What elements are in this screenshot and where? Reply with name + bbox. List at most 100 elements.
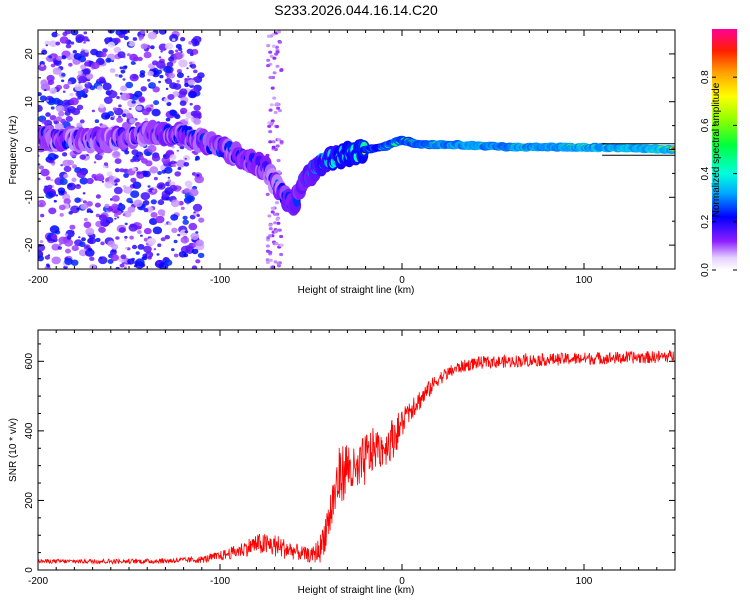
noise-speckle — [46, 99, 49, 103]
snr-ytick-label: 400 — [24, 422, 35, 439]
noise-speckle — [143, 208, 149, 213]
noise-speckle — [275, 201, 279, 205]
noise-speckle — [147, 237, 156, 246]
noise-speckle — [163, 154, 167, 158]
noise-speckle — [98, 214, 108, 222]
snr-ytick-label: 0 — [24, 567, 35, 573]
noise-speckle — [169, 184, 178, 192]
noise-speckle — [188, 222, 198, 231]
noise-speckle — [170, 199, 180, 208]
noise-speckle — [76, 89, 86, 98]
noise-speckle — [180, 206, 185, 210]
noise-speckle — [126, 197, 133, 204]
noise-speckle — [107, 240, 115, 247]
noise-speckle — [151, 154, 161, 162]
noise-speckle — [111, 195, 120, 202]
noise-speckle — [275, 102, 280, 106]
noise-speckle — [63, 165, 72, 173]
noise-speckle — [150, 199, 157, 205]
noise-speckle — [51, 31, 58, 38]
noise-speckle — [193, 104, 201, 111]
noise-speckle — [196, 174, 200, 177]
noise-speckle — [279, 68, 284, 72]
noise-speckle — [108, 175, 114, 180]
noise-speckle — [268, 130, 273, 134]
noise-speckle — [155, 215, 165, 224]
noise-speckle — [276, 221, 281, 225]
noise-speckle — [184, 118, 189, 122]
colorbar: 0.0 0.2 0.4 0.6 0.8 Normalized spectral ampl… — [700, 29, 737, 277]
noise-speckle — [176, 79, 180, 83]
noise-speckle — [111, 203, 119, 210]
noise-speckle — [84, 217, 88, 222]
noise-speckle — [78, 75, 88, 84]
noise-speckle — [137, 244, 145, 250]
noise-speckle — [58, 243, 62, 246]
noise-speckle — [114, 158, 122, 165]
noise-speckle — [180, 50, 183, 53]
noise-speckle — [124, 222, 128, 226]
noise-speckle — [178, 251, 187, 258]
noise-speckle — [168, 72, 176, 79]
noise-speckle — [174, 114, 181, 120]
noise-speckle — [190, 63, 197, 69]
noise-speckle — [109, 68, 116, 73]
noise-speckle — [104, 203, 110, 209]
noise-speckle — [271, 44, 276, 48]
noise-speckle — [192, 203, 203, 212]
noise-speckle — [153, 100, 160, 106]
noise-speckle — [100, 241, 105, 246]
noise-speckle — [41, 120, 46, 124]
noise-speckle — [120, 254, 127, 260]
noise-speckle — [174, 171, 181, 177]
noise-speckle — [115, 266, 120, 269]
figure-title: S233.2026.044.16.14.C20 — [274, 2, 438, 18]
noise-speckle — [195, 259, 201, 264]
spectrogram-heatmap — [38, 30, 675, 269]
noise-speckle — [86, 154, 89, 157]
noise-speckle — [45, 112, 51, 117]
noise-speckle — [142, 44, 147, 49]
noise-speckle — [153, 186, 156, 190]
noise-speckle — [265, 258, 270, 262]
noise-speckle — [64, 233, 69, 237]
noise-speckle — [187, 75, 190, 78]
noise-speckle — [84, 61, 90, 67]
noise-speckle — [128, 107, 132, 110]
noise-speckle — [184, 180, 193, 188]
snr-xtick-label: 100 — [576, 576, 593, 587]
noise-speckle — [268, 227, 273, 231]
noise-speckle — [68, 211, 73, 215]
noise-speckle — [114, 73, 119, 77]
noise-speckle — [137, 56, 143, 62]
noise-speckle — [55, 194, 59, 197]
noise-speckle — [151, 189, 156, 193]
snr-ytick-label: 200 — [24, 492, 35, 509]
noise-speckle — [61, 73, 66, 77]
noise-speckle — [140, 30, 146, 35]
noise-speckle — [178, 59, 188, 68]
noise-speckle — [177, 91, 187, 99]
noise-speckle — [46, 54, 55, 63]
spectrogram-ytick-label: 10 — [24, 96, 35, 108]
noise-speckle — [176, 159, 186, 168]
noise-speckle — [153, 248, 157, 251]
noise-speckle — [277, 30, 281, 34]
noise-speckle — [168, 56, 175, 62]
noise-speckle — [82, 200, 87, 204]
noise-speckle — [71, 177, 77, 182]
noise-speckle — [190, 232, 200, 240]
noise-speckle — [194, 175, 204, 184]
noise-speckle — [163, 97, 170, 103]
noise-speckle — [126, 53, 131, 57]
noise-speckle — [96, 85, 103, 91]
noise-speckle — [112, 107, 118, 111]
noise-speckle — [160, 50, 163, 53]
noise-speckle — [109, 249, 117, 256]
noise-speckle — [167, 94, 175, 100]
noise-speckle — [39, 61, 45, 66]
noise-speckle — [86, 210, 90, 213]
noise-speckle — [183, 162, 190, 167]
noise-speckle — [192, 42, 198, 47]
noise-speckle — [120, 85, 128, 92]
